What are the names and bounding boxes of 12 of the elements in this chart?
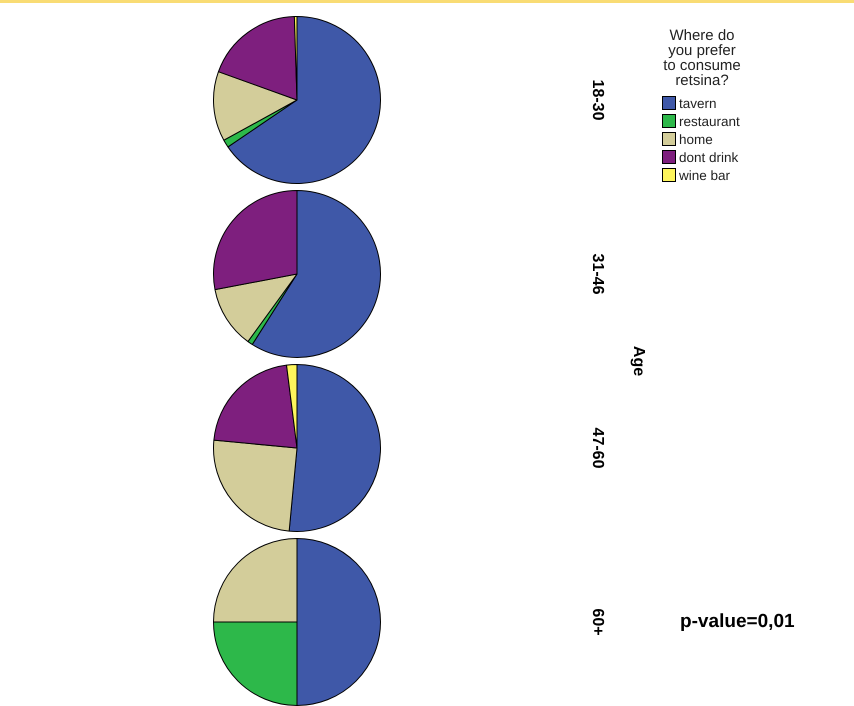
legend-label: dont drink	[679, 150, 738, 164]
legend-label: wine bar	[679, 168, 730, 182]
legend-label: home	[679, 132, 713, 146]
slice-label: 47-60	[588, 428, 606, 468]
legend-label: tavern	[679, 96, 717, 110]
legend-label: restaurant	[679, 114, 740, 128]
text: Age	[629, 346, 647, 376]
slice-label: 18-30	[588, 80, 606, 120]
text: p-value=0,01	[680, 611, 795, 633]
slice-label: 31-46	[588, 254, 606, 294]
legend-title: Where do you prefer to consume retsina?	[662, 27, 742, 89]
slice-label: 60+	[588, 608, 606, 636]
